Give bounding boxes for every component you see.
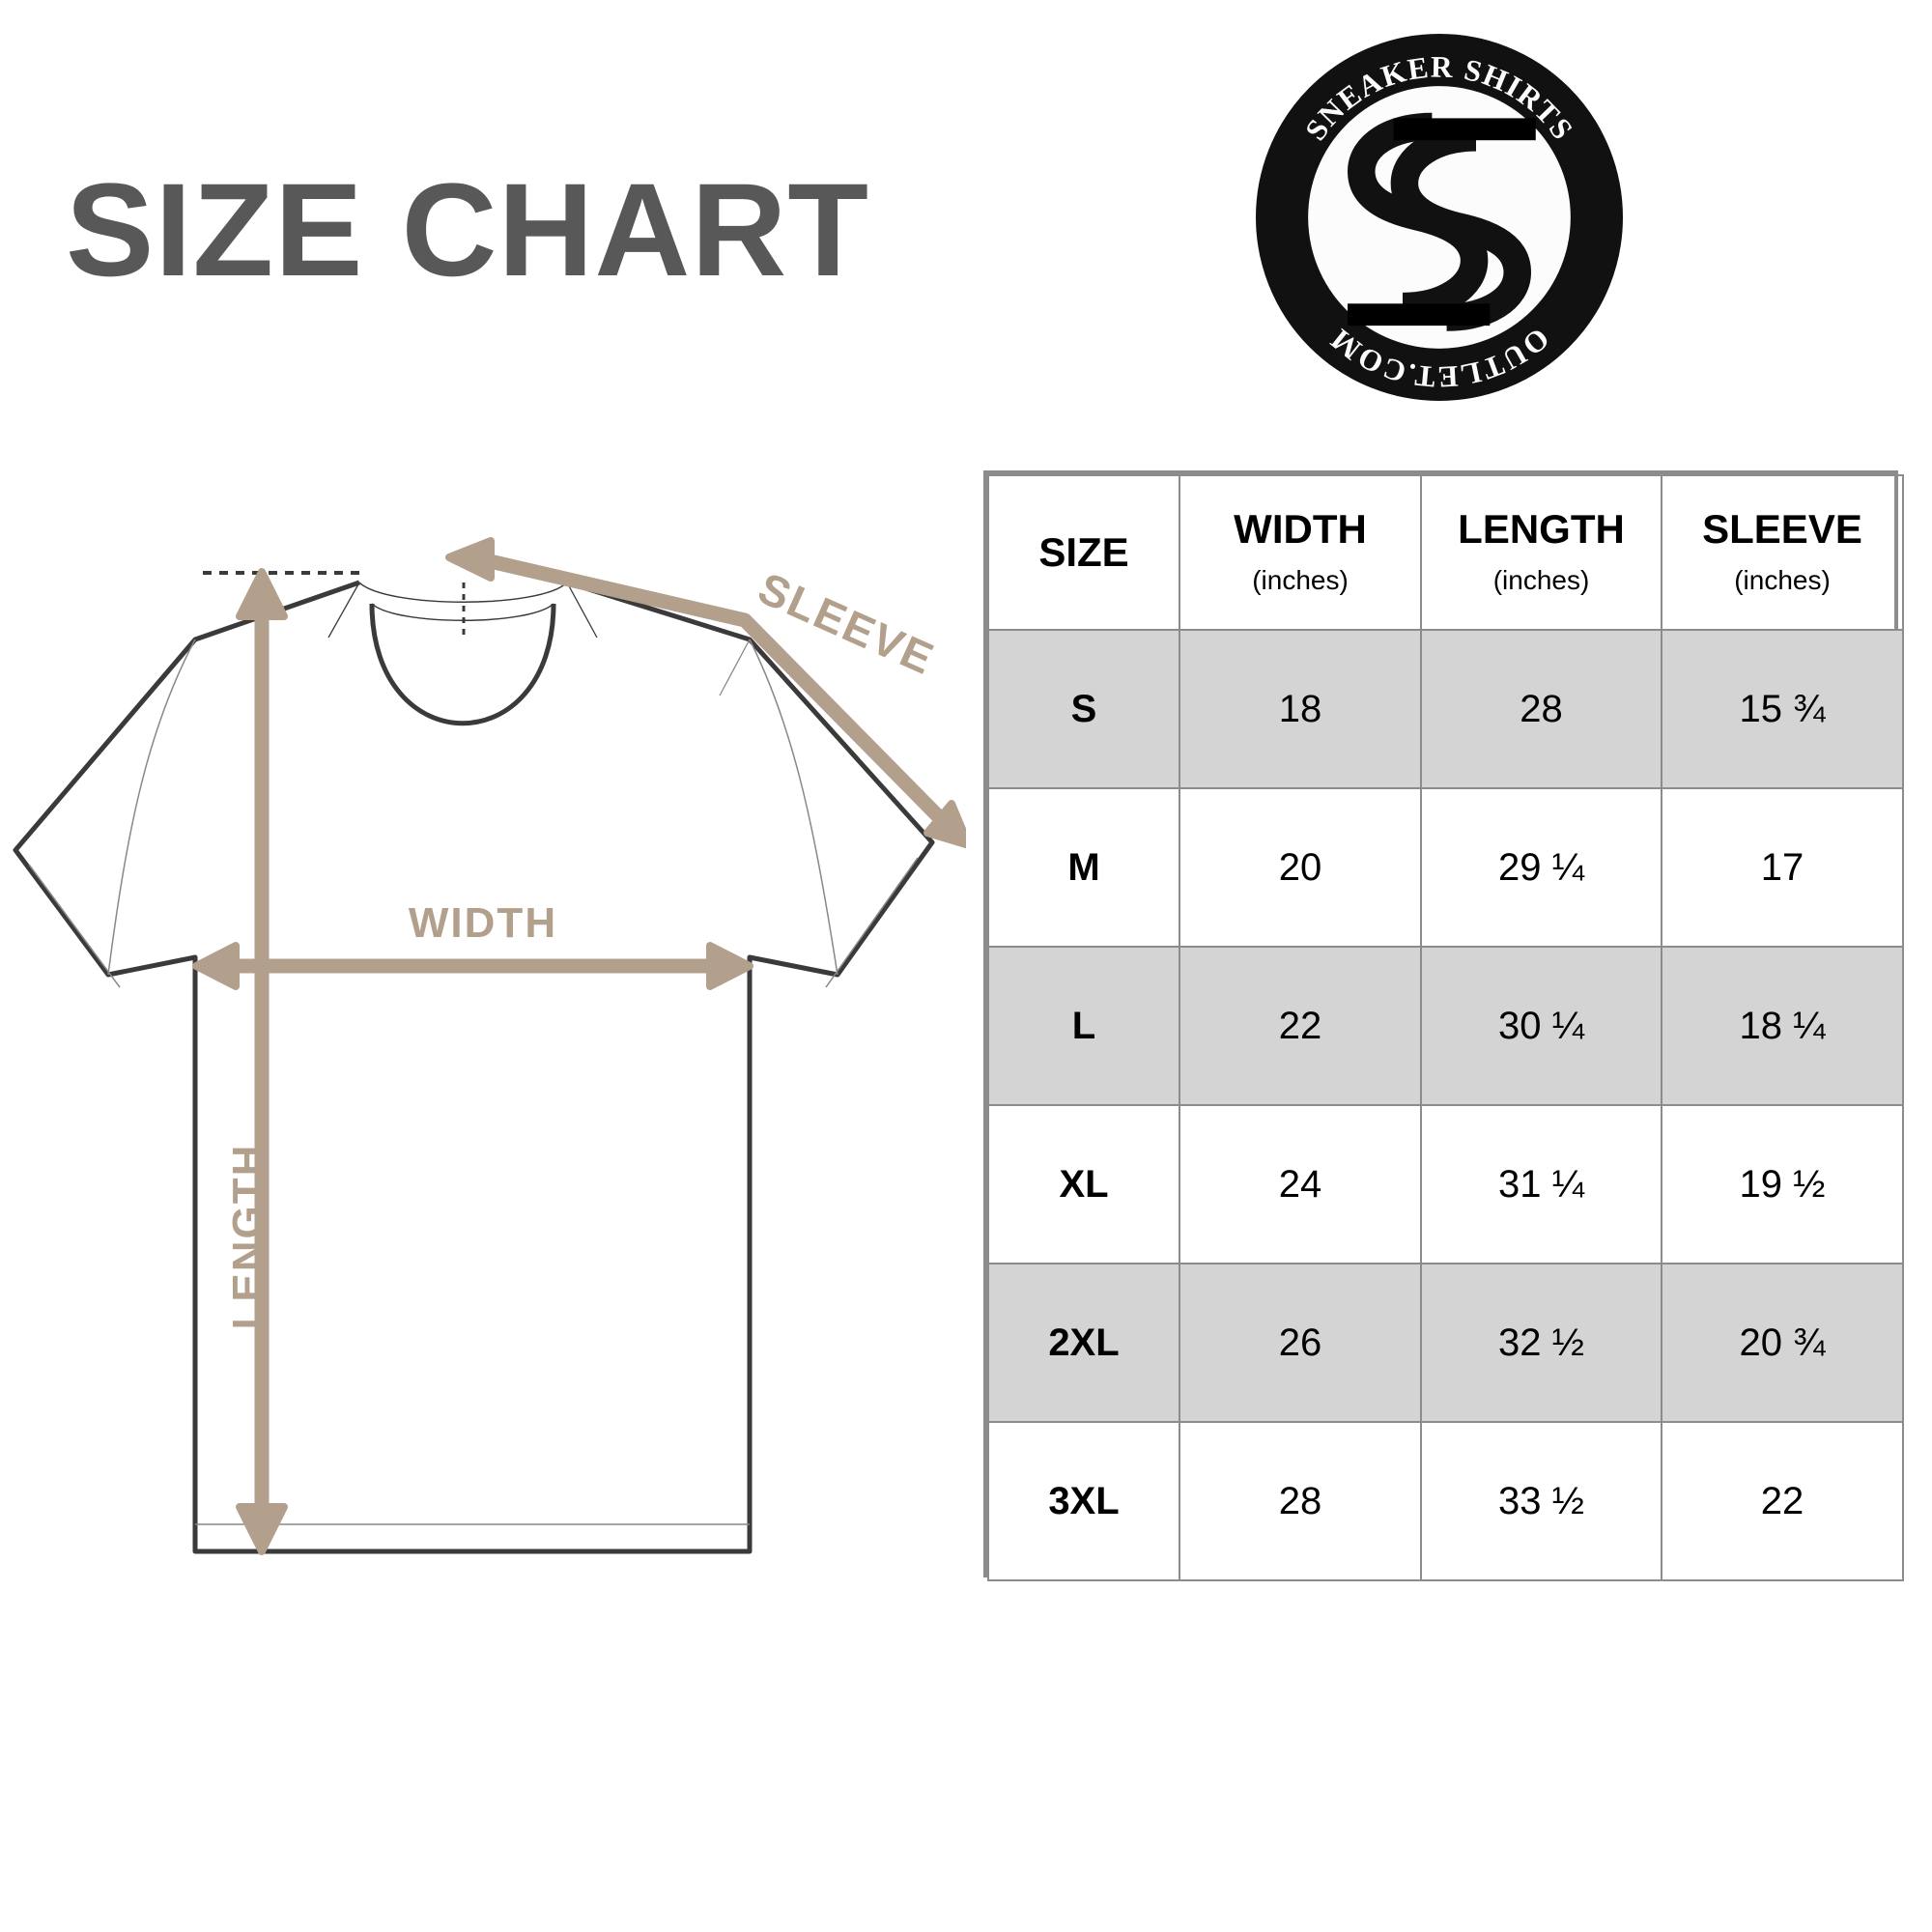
svg-text:SLEEVE: SLEEVE — [752, 562, 943, 684]
svg-text:LENGTH: LENGTH — [224, 1144, 271, 1330]
svg-text:WIDTH: WIDTH — [409, 899, 557, 947]
